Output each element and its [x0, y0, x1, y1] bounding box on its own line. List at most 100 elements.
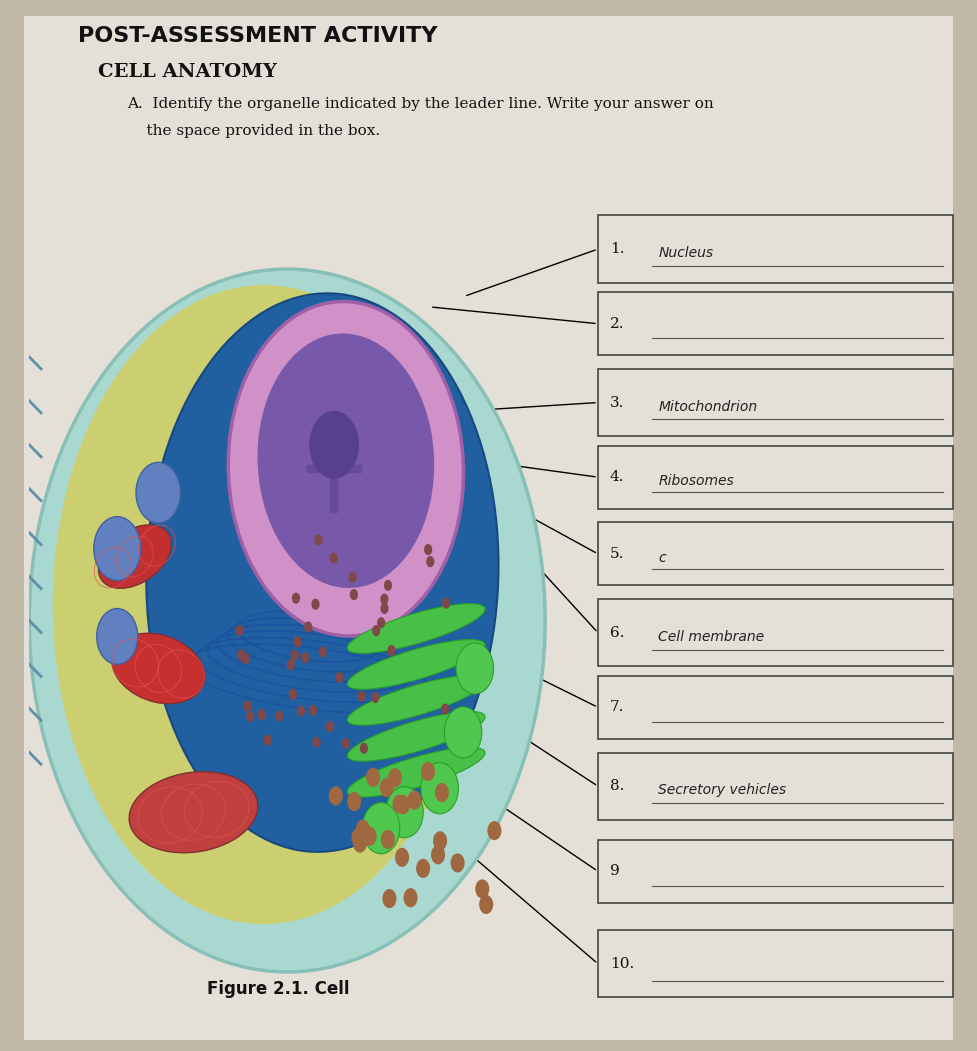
Text: 4.: 4. [610, 470, 624, 485]
Circle shape [235, 624, 244, 636]
Circle shape [421, 762, 435, 781]
Circle shape [293, 636, 302, 647]
Circle shape [241, 653, 250, 664]
Bar [598, 599, 953, 666]
Text: CELL ANATOMY: CELL ANATOMY [98, 63, 276, 81]
Circle shape [479, 894, 493, 914]
Bar [598, 292, 953, 355]
Circle shape [350, 589, 358, 600]
Circle shape [246, 712, 254, 722]
Circle shape [431, 845, 446, 864]
Circle shape [372, 625, 380, 636]
Circle shape [358, 691, 365, 702]
Circle shape [404, 888, 417, 907]
Ellipse shape [53, 285, 475, 924]
Circle shape [258, 709, 266, 720]
Circle shape [435, 783, 448, 802]
Ellipse shape [229, 302, 463, 636]
Circle shape [407, 790, 421, 809]
Circle shape [450, 853, 465, 872]
Bar [598, 676, 953, 739]
Ellipse shape [309, 411, 360, 479]
Circle shape [426, 556, 435, 568]
Ellipse shape [29, 269, 545, 972]
Circle shape [347, 791, 361, 811]
Text: 3.: 3. [610, 395, 624, 410]
Bar [598, 753, 953, 820]
Circle shape [94, 517, 141, 580]
Text: Figure 2.1. Cell: Figure 2.1. Cell [207, 980, 350, 997]
Text: Nucleus: Nucleus [658, 246, 713, 261]
Circle shape [395, 848, 409, 867]
Bar [598, 215, 953, 283]
Circle shape [349, 572, 357, 583]
Circle shape [445, 706, 482, 758]
Circle shape [319, 646, 326, 658]
Circle shape [433, 831, 447, 850]
Ellipse shape [99, 524, 171, 589]
Circle shape [380, 603, 389, 614]
Circle shape [380, 778, 394, 797]
Circle shape [416, 859, 430, 878]
Ellipse shape [348, 676, 485, 725]
Ellipse shape [348, 640, 485, 689]
Text: c: c [658, 551, 666, 565]
Circle shape [353, 833, 367, 852]
Text: A.  Identify the organelle indicated by the leader line. Write your answer on: A. Identify the organelle indicated by t… [127, 97, 714, 110]
Circle shape [377, 617, 385, 628]
Circle shape [329, 786, 343, 805]
Ellipse shape [258, 333, 434, 589]
Circle shape [475, 880, 489, 899]
Text: 9: 9 [610, 864, 619, 879]
Circle shape [442, 598, 450, 609]
Circle shape [356, 820, 370, 839]
Circle shape [360, 743, 368, 754]
Text: 5.: 5. [610, 547, 624, 561]
Circle shape [393, 795, 406, 813]
Circle shape [342, 738, 350, 749]
Circle shape [291, 650, 299, 661]
Circle shape [309, 705, 317, 716]
Bar [598, 840, 953, 903]
Circle shape [326, 721, 334, 733]
Circle shape [243, 701, 252, 712]
Circle shape [335, 672, 344, 683]
Text: 1.: 1. [610, 242, 624, 256]
Circle shape [304, 621, 313, 633]
Circle shape [362, 803, 400, 853]
Circle shape [312, 599, 319, 610]
Bar [598, 369, 953, 436]
Bar [598, 930, 953, 997]
Circle shape [386, 786, 423, 838]
Text: Ribosomes: Ribosomes [658, 474, 735, 489]
Bar [598, 446, 953, 509]
Circle shape [382, 889, 397, 908]
Bar [598, 522, 953, 585]
Circle shape [289, 688, 297, 700]
Circle shape [97, 609, 138, 664]
Circle shape [297, 705, 305, 717]
Circle shape [421, 763, 458, 813]
Text: Mitochondrion: Mitochondrion [658, 399, 757, 414]
Circle shape [313, 737, 320, 747]
Text: Cell membrane: Cell membrane [658, 630, 765, 644]
Text: POST-ASSESSMENT ACTIVITY: POST-ASSESSMENT ACTIVITY [78, 26, 438, 46]
Circle shape [396, 795, 410, 815]
Text: Secretory vehicles: Secretory vehicles [658, 783, 786, 798]
Text: 2.: 2. [610, 316, 624, 331]
Circle shape [301, 652, 310, 663]
Circle shape [384, 580, 392, 591]
Text: the space provided in the box.: the space provided in the box. [127, 124, 380, 138]
Circle shape [388, 768, 403, 787]
Ellipse shape [348, 747, 485, 797]
Circle shape [236, 650, 245, 660]
Circle shape [381, 830, 395, 849]
Text: 8.: 8. [610, 779, 624, 794]
Ellipse shape [112, 633, 204, 704]
Circle shape [388, 645, 396, 656]
Circle shape [292, 593, 300, 603]
Circle shape [380, 594, 389, 604]
Circle shape [264, 735, 272, 746]
Ellipse shape [348, 712, 485, 761]
Circle shape [352, 828, 365, 847]
